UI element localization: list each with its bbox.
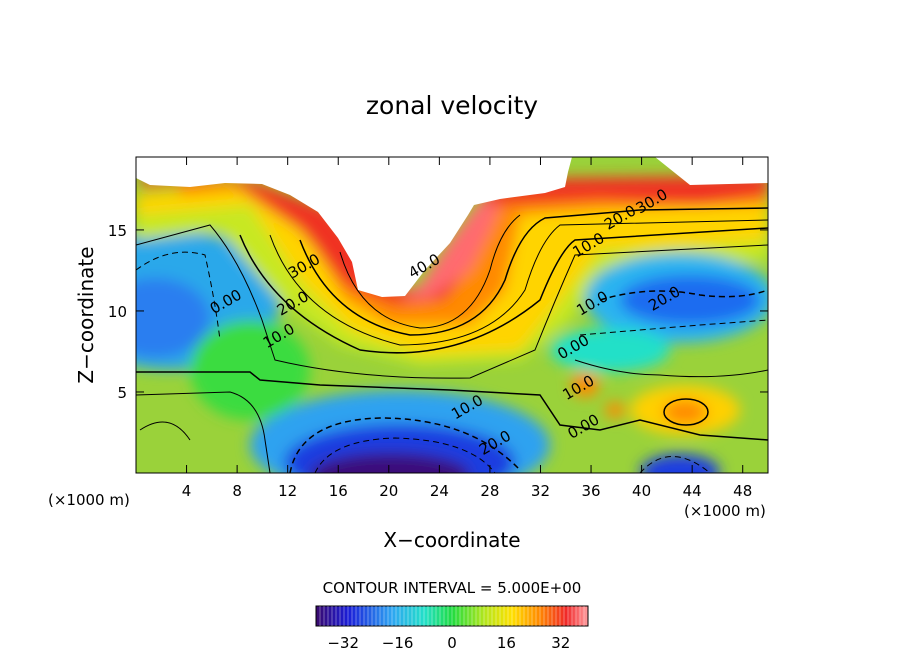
y-tick-label: 15	[108, 222, 127, 240]
y-axis-label: Z−coordinate	[74, 246, 98, 383]
x-tick-label: 20	[379, 482, 398, 500]
colorbar-tick-label: −16	[382, 634, 414, 652]
contour-field: 40.030.020.010.00.0030.020.010.020.010.0…	[136, 157, 768, 473]
contour-interval-text: CONTOUR INTERVAL = 5.000E+00	[323, 579, 582, 597]
x-tick-label: 12	[278, 482, 297, 500]
colorbar-tick-label: 16	[497, 634, 516, 652]
x-tick-label: 36	[581, 482, 600, 500]
colorbar-tick-label: 0	[447, 634, 457, 652]
y-tick-label: 10	[108, 303, 127, 321]
x-tick-label: 16	[329, 482, 348, 500]
x-tick-label: 44	[683, 482, 702, 500]
x-unit-label-left: (×1000 m)	[48, 491, 130, 509]
x-axis-label: X−coordinate	[383, 528, 520, 552]
x-tick-label: 48	[733, 482, 752, 500]
contour-lines	[136, 207, 768, 473]
x-tick-label: 40	[632, 482, 651, 500]
plot-frame	[135, 156, 769, 474]
colorbar-ticks: −32 −16 0 16 32	[327, 634, 570, 652]
x-axis-ticks: 4 8 12 16 20 24 28 32 36 40 44 48	[182, 157, 752, 500]
x-tick-label: 4	[182, 482, 192, 500]
blank-region	[136, 157, 572, 297]
colorbar-tick-label: −32	[327, 634, 359, 652]
colorbar-stripes	[319, 606, 585, 626]
x-tick-label: 24	[430, 482, 449, 500]
y-tick-label: 5	[117, 384, 127, 402]
y-axis-ticks: 5 10 15	[108, 222, 768, 402]
chart-title: zonal velocity	[366, 91, 538, 120]
x-tick-label: 28	[480, 482, 499, 500]
x-tick-label: 8	[232, 482, 242, 500]
x-unit-label-right: (×1000 m)	[684, 502, 766, 520]
x-tick-label: 32	[531, 482, 550, 500]
colorbar-tick-label: 32	[551, 634, 570, 652]
